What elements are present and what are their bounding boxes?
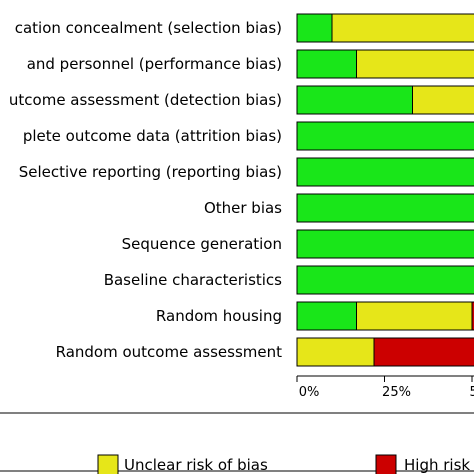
bar-segment-low (296, 301, 357, 331)
bar-segment-unclear (331, 13, 474, 43)
bar-segment-unclear (356, 301, 473, 331)
legend-label: Unclear risk of bias (124, 456, 268, 474)
row-label: Random housing (156, 307, 282, 325)
row-label: Baseline characteristics (104, 271, 282, 289)
bar-segment-high (373, 337, 474, 367)
bar-segment-unclear (296, 337, 375, 367)
row-label: Other bias (204, 199, 282, 217)
bar-segment-unclear (412, 85, 474, 115)
bar-segment-unclear (356, 49, 474, 79)
bar-segment-low (296, 121, 474, 151)
bar-segment-low (296, 193, 474, 223)
row-label: plete outcome data (attrition bias) (23, 127, 282, 145)
bar-segment-low (296, 13, 333, 43)
row-label: Sequence generation (122, 235, 282, 253)
legend-swatch (375, 454, 397, 474)
row-label: and personnel (performance bias) (27, 55, 282, 73)
bar-segment-low (296, 85, 413, 115)
bar-segment-low (296, 157, 474, 187)
x-tick-label: 0% (299, 385, 320, 400)
x-tick-label: 50% (470, 385, 474, 400)
row-label: Random outcome assessment (56, 343, 282, 361)
legend-label: High risk (404, 456, 470, 474)
row-label: cation concealment (selection bias) (15, 19, 282, 37)
bar-segment-low (296, 229, 474, 259)
row-label: utcome assessment (detection bias) (9, 91, 282, 109)
bar-segment-high (471, 301, 474, 331)
bar-segment-low (296, 265, 474, 295)
x-tick-label: 25% (382, 385, 411, 400)
bar-segment-low (296, 49, 357, 79)
row-label: Selective reporting (reporting bias) (19, 163, 282, 181)
legend-swatch (97, 454, 119, 474)
